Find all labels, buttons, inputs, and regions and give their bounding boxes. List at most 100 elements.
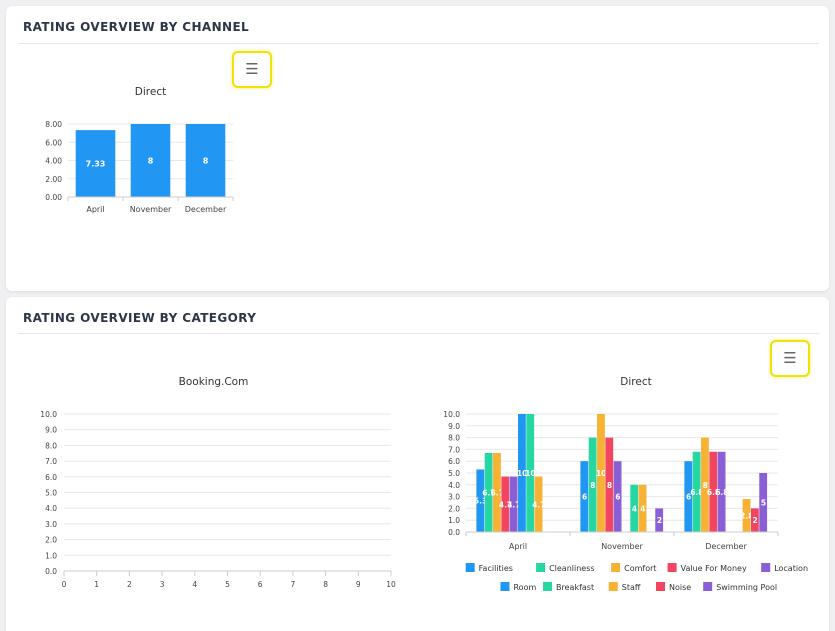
y-tick-label: 2.0	[45, 536, 57, 545]
bar	[717, 451, 726, 532]
bar-data-label: 2	[657, 516, 662, 525]
bar-data-label: 7.33	[86, 160, 106, 169]
chart-title: Booking.Com	[179, 376, 249, 388]
bar-data-label: 6.8	[707, 488, 720, 497]
x-tick-label: 4	[192, 580, 197, 589]
y-tick-label: 8.0	[45, 441, 57, 450]
x-tick-label: 7	[291, 580, 296, 589]
bar-data-label: 8	[607, 481, 612, 490]
y-tick-label: 2.00	[45, 175, 62, 184]
legend-label: Value For Money	[681, 564, 747, 573]
channel-chart-menu-button[interactable]: ☰	[232, 51, 272, 88]
bar	[638, 484, 647, 532]
y-tick-label: 1.0	[448, 516, 460, 525]
legend-swatch	[703, 582, 713, 591]
y-tick-label: 6.0	[45, 473, 57, 482]
legend-label: Cleanliness	[549, 564, 594, 573]
y-tick-label: 2.0	[448, 504, 460, 513]
bar-data-label: 6.8	[690, 488, 703, 497]
bar	[501, 476, 510, 532]
bar-data-label: 8	[590, 481, 595, 490]
channel-card: RATING OVERVIEW BY CHANNEL ☰ Direct 0.00 2…	[6, 6, 829, 291]
y-tick-label: 1.0	[45, 551, 57, 560]
bar-data-label: 5	[761, 499, 766, 508]
legend-label: Comfort	[624, 564, 656, 573]
y-tick-label: 10.0	[443, 410, 460, 419]
legend-swatch	[761, 563, 771, 572]
bar-data-label: 4.7	[499, 500, 512, 509]
legend-label: Location	[774, 564, 808, 573]
legend-label: Noise	[669, 583, 691, 592]
legend-label: Staff	[622, 583, 641, 592]
x-tick-label: 8	[323, 580, 328, 589]
bar	[759, 473, 768, 532]
y-tick-label: 8.0	[448, 434, 460, 443]
category-section-title: RATING OVERVIEW BY CATEGORY	[23, 311, 257, 325]
x-tick-label: 5	[225, 580, 230, 589]
x-tick-label: 3	[160, 580, 165, 589]
bar	[588, 437, 597, 532]
bar	[75, 130, 116, 197]
x-tick-label: 0	[62, 580, 67, 589]
x-tick-label: December	[185, 205, 227, 214]
bar	[130, 124, 171, 197]
bar	[185, 124, 226, 197]
category-direct-chart: Direct 0.0 1.0 2.0 3.0 4.0 5.0 6.0 7.0 8.0 9.0 10.0…	[443, 376, 808, 592]
bar-data-label: 2.8	[740, 511, 753, 520]
x-tick-label: April	[509, 542, 527, 551]
bar-data-label: 6	[686, 493, 691, 502]
legend-swatch	[667, 563, 677, 572]
hamburger-menu-icon: ☰	[783, 349, 797, 367]
x-tick-label: November	[130, 205, 172, 214]
bar	[526, 414, 535, 532]
x-tick-label: November	[601, 542, 643, 551]
category-divider	[18, 333, 819, 334]
x-tick-label: April	[86, 205, 104, 214]
category-chart-menu-button[interactable]: ☰	[770, 340, 810, 377]
y-tick-label: 4.00	[45, 157, 62, 166]
channel-direct-chart: Direct 0.00 2.00 4.00 6.00 8.00 7.33 April 8 Nove…	[45, 86, 234, 214]
bar	[742, 498, 751, 532]
y-tick-label: 0.0	[45, 567, 57, 576]
bar-data-label: 4.7	[507, 500, 520, 509]
legend-label: Breakfast	[556, 583, 594, 592]
chart-title: Direct	[620, 376, 651, 388]
bar-data-label: 4.7	[532, 500, 545, 509]
bar	[630, 484, 639, 532]
bar-data-label: 8	[203, 157, 209, 166]
bar	[597, 414, 605, 532]
legend-label: Room	[513, 583, 536, 592]
bar-data-label: 6.7	[482, 488, 495, 497]
legend-swatch	[465, 563, 475, 572]
legend-swatch	[536, 563, 546, 572]
y-tick-label: 3.0	[45, 520, 57, 529]
y-tick-label: 6.0	[448, 457, 460, 466]
x-tick-label: 2	[127, 580, 132, 589]
bar-data-label: 4	[632, 504, 637, 513]
bar-data-label: 10	[517, 469, 527, 478]
x-tick-label: 10	[386, 580, 396, 589]
y-tick-label: 7.0	[448, 445, 460, 454]
bar-data-label: 10	[596, 469, 606, 478]
y-tick-label: 0.0	[448, 528, 460, 537]
y-tick-label: 4.0	[448, 481, 460, 490]
legend-swatch	[611, 563, 621, 572]
y-tick-label: 7.0	[45, 457, 57, 466]
y-tick-label: 10.0	[40, 410, 57, 419]
bar	[605, 437, 614, 532]
legend-swatch	[500, 582, 510, 591]
channel-section-title: RATING OVERVIEW BY CHANNEL	[23, 20, 250, 34]
channel-divider	[18, 43, 819, 44]
bar	[701, 437, 709, 532]
legend-swatch	[656, 582, 665, 591]
bar-data-label: 6	[582, 493, 587, 502]
bar-data-label: 5.3	[474, 497, 487, 506]
bar-data-label: 8	[703, 481, 708, 490]
y-tick-label: 9.0	[448, 422, 460, 431]
x-tick-label: December	[705, 542, 747, 551]
bar	[613, 461, 622, 532]
hamburger-menu-icon: ☰	[245, 60, 259, 78]
bar-data-label: 6.7	[491, 488, 504, 497]
bar	[534, 476, 543, 532]
y-tick-label: 5.0	[45, 489, 57, 498]
